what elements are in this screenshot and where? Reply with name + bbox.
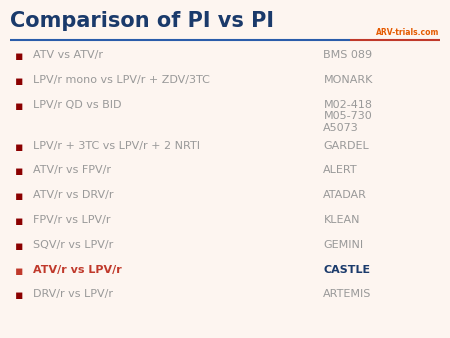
Text: MONARK: MONARK — [324, 75, 373, 85]
Text: GEMINI: GEMINI — [324, 240, 364, 250]
Text: ▪: ▪ — [15, 265, 23, 277]
Text: ▪: ▪ — [15, 240, 23, 253]
Text: BMS 089: BMS 089 — [324, 50, 373, 60]
Text: ▪: ▪ — [15, 289, 23, 303]
Text: ALERT: ALERT — [324, 165, 358, 175]
Text: ATADAR: ATADAR — [324, 190, 367, 200]
Text: ARV-trials.com: ARV-trials.com — [376, 28, 440, 37]
Text: ▪: ▪ — [15, 165, 23, 178]
Text: DRV/r vs LPV/r: DRV/r vs LPV/r — [33, 289, 112, 299]
Text: Comparison of PI vs PI: Comparison of PI vs PI — [10, 11, 274, 31]
Text: LPV/r mono vs LPV/r + ZDV/3TC: LPV/r mono vs LPV/r + ZDV/3TC — [33, 75, 210, 85]
Text: ▪: ▪ — [15, 75, 23, 88]
Text: ARTEMIS: ARTEMIS — [324, 289, 372, 299]
Text: GARDEL: GARDEL — [324, 141, 369, 150]
Text: ▪: ▪ — [15, 141, 23, 153]
Text: ATV/r vs LPV/r: ATV/r vs LPV/r — [33, 265, 122, 274]
Text: ATV/r vs DRV/r: ATV/r vs DRV/r — [33, 190, 113, 200]
Text: SQV/r vs LPV/r: SQV/r vs LPV/r — [33, 240, 113, 250]
Text: ATV/r vs FPV/r: ATV/r vs FPV/r — [33, 165, 111, 175]
Text: ▪: ▪ — [15, 100, 23, 113]
Text: LPV/r + 3TC vs LPV/r + 2 NRTI: LPV/r + 3TC vs LPV/r + 2 NRTI — [33, 141, 200, 150]
Text: LPV/r QD vs BID: LPV/r QD vs BID — [33, 100, 121, 110]
Text: ▪: ▪ — [15, 215, 23, 228]
Text: FPV/r vs LPV/r: FPV/r vs LPV/r — [33, 215, 110, 225]
Text: ▪: ▪ — [15, 50, 23, 63]
Text: ▪: ▪ — [15, 190, 23, 203]
Text: M02-418
M05-730
A5073: M02-418 M05-730 A5073 — [324, 100, 373, 133]
Text: ATV vs ATV/r: ATV vs ATV/r — [33, 50, 103, 60]
Text: KLEAN: KLEAN — [324, 215, 360, 225]
Text: CASTLE: CASTLE — [324, 265, 370, 274]
